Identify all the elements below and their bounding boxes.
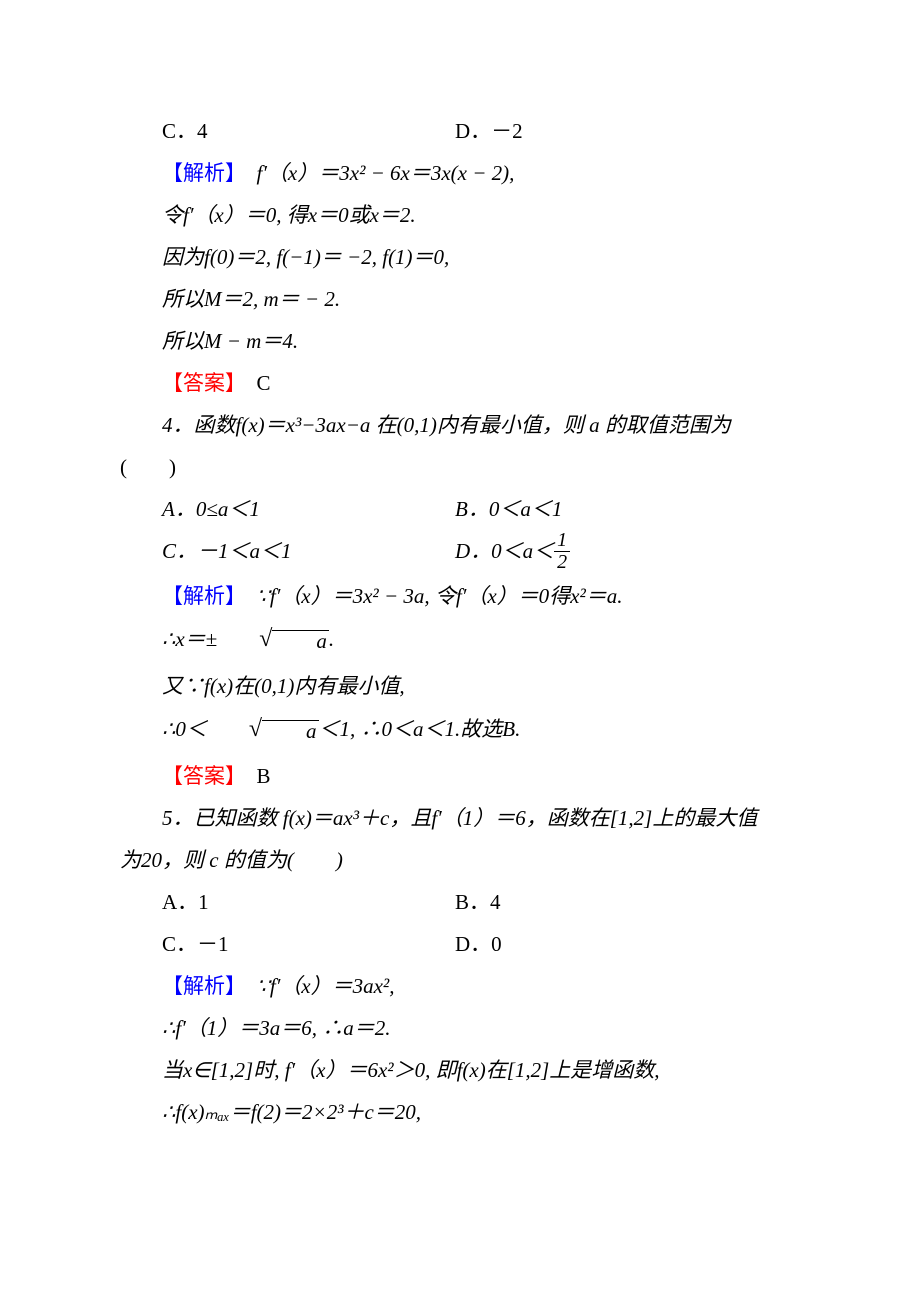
q3-options-row2: C．4 D．－2: [120, 110, 790, 152]
frac-num: 1: [554, 530, 570, 551]
q5-sol1-text: ∵f′（x）＝3ax²,: [257, 974, 395, 998]
q5-option-c: C．－1: [120, 923, 455, 965]
q4-option-b: B．0＜a＜1: [455, 488, 790, 530]
q4-sol2-post: .: [329, 627, 334, 651]
q4-solution-line1: 【解析】 ∵f′（x）＝3x² − 3a, 令f′（x）＝0得x²＝a.: [120, 575, 790, 617]
jiexi-label: 【解析】: [162, 161, 236, 185]
daan-label: 【答案】: [162, 371, 236, 395]
q5-option-d: D．0: [455, 923, 790, 965]
q4-paren: ( ): [120, 446, 790, 488]
q5-solution-line2: ∴f′（1）＝3a＝6, ∴a＝2.: [120, 1007, 790, 1049]
q4-answer: B: [257, 764, 271, 788]
q3-option-d: D．－2: [455, 110, 790, 152]
jiexi-label: 【解析】: [162, 974, 236, 998]
q4-stem-text: 4．函数f(x)＝x³−3ax−a 在(0,1)内有最小值，则 a 的取值范围为: [162, 413, 731, 437]
q4-sol4-post: ＜1, ∴0＜a＜1.故选B.: [319, 717, 521, 741]
q4-option-a: A．0≤a＜1: [120, 488, 455, 530]
q4-sol1-text: ∵f′（x）＝3x² − 3a, 令f′（x）＝0得x²＝a.: [257, 584, 623, 608]
q3-sol1-text: f′（x）＝3x² − 6x＝3x(x − 2),: [257, 161, 515, 185]
page-content: C．4 D．－2 【解析】 f′（x）＝3x² − 6x＝3x(x − 2), …: [0, 0, 920, 1133]
radical-sign: √: [207, 705, 262, 753]
q3-answer-line: 【答案】 C: [120, 362, 790, 404]
q3-solution-line5: 所以M − m＝4.: [120, 320, 790, 362]
q3-solution-line1: 【解析】 f′（x）＝3x² − 6x＝3x(x − 2),: [120, 152, 790, 194]
q5-solution-line4: ∴f(x)ₘₐₓ＝f(2)＝2×2³＋c＝20,: [120, 1091, 790, 1133]
q5-options-row2: C．－1 D．0: [120, 923, 790, 965]
q4-option-d: D．0＜a＜12: [455, 530, 790, 575]
q5-options-row1: A．1 B．4: [120, 881, 790, 923]
frac-den: 2: [554, 551, 570, 573]
q4-solution-line4: ∴0＜√a＜1, ∴0＜a＜1.故选B.: [120, 707, 790, 755]
q3-solution-line3: 因为f(0)＝2, f(−1)＝ −2, f(1)＝0,: [120, 236, 790, 278]
q3-answer: C: [257, 371, 271, 395]
q4-solution-line2: ∴x＝±√a.: [120, 617, 790, 665]
radical-sign: √: [217, 615, 272, 663]
daan-label: 【答案】: [162, 764, 236, 788]
q4-option-c: C．－1＜a＜1: [120, 530, 455, 575]
q4-stem: 4．函数f(x)＝x³−3ax−a 在(0,1)内有最小值，则 a 的取值范围为: [120, 404, 790, 446]
q3-solution-line2: 令f′（x）＝0, 得x＝0或x＝2.: [120, 194, 790, 236]
q5-solution-line3: 当x∈[1,2]时, f′（x）＝6x²＞0, 即f(x)在[1,2]上是增函数…: [120, 1049, 790, 1091]
q5-stem-line2: 为20，则 c 的值为( ): [120, 839, 790, 881]
q4-optd-prefix: D．0＜a＜: [455, 539, 554, 563]
q4-options-row2: C．－1＜a＜1 D．0＜a＜12: [120, 530, 790, 575]
sqrt-a-1: √a: [217, 617, 329, 665]
q4-solution-line3: 又∵f(x)在(0,1)内有最小值,: [120, 665, 790, 707]
q3-solution-line4: 所以M＝2, m＝ − 2.: [120, 278, 790, 320]
q3-option-c: C．4: [120, 110, 455, 152]
fraction-half: 12: [554, 530, 570, 573]
q4-sol4-pre: ∴0＜: [162, 717, 207, 741]
q5-option-a: A．1: [120, 881, 455, 923]
q5-stem-line1: 5．已知函数 f(x)＝ax³＋c，且f′（1）＝6，函数在[1,2]上的最大值: [120, 797, 790, 839]
q4-options-row1: A．0≤a＜1 B．0＜a＜1: [120, 488, 790, 530]
q4-sol2-pre: ∴x＝±: [162, 627, 217, 651]
radicand: a: [262, 720, 319, 742]
q5-solution-line1: 【解析】 ∵f′（x）＝3ax²,: [120, 965, 790, 1007]
jiexi-label: 【解析】: [162, 584, 236, 608]
sqrt-a-2: √a: [207, 707, 319, 755]
radicand: a: [272, 630, 329, 652]
q5-option-b: B．4: [455, 881, 790, 923]
q4-answer-line: 【答案】 B: [120, 755, 790, 797]
